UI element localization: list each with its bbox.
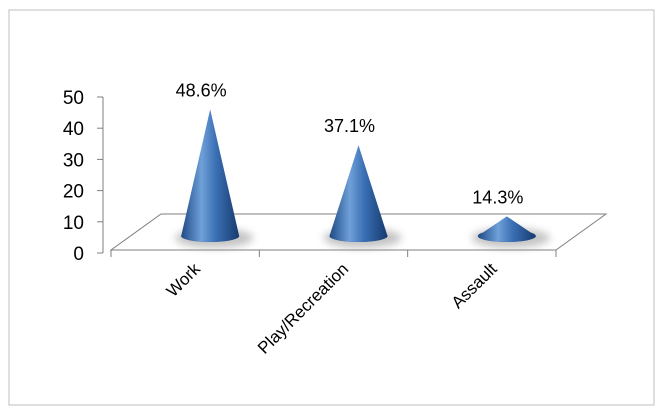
cone-body	[477, 216, 536, 242]
data-label: 48.6%	[176, 80, 227, 100]
cone-series	[175, 109, 550, 248]
cone-3	[471, 216, 550, 248]
data-label: 37.1%	[324, 116, 375, 136]
cone-1	[175, 109, 254, 248]
y-tick-label: 20	[63, 182, 84, 203]
x-axis-ticks	[110, 250, 557, 257]
data-label: 14.3%	[472, 187, 523, 207]
y-tick-label: 0	[73, 244, 84, 265]
y-axis-ticks: 0 10 20 30 40 50	[63, 88, 103, 265]
y-tick-label: 30	[63, 150, 84, 171]
y-tick-label: 40	[63, 119, 84, 140]
cone-body	[181, 109, 240, 243]
data-labels: 48.6% 37.1% 14.3%	[176, 80, 524, 207]
y-tick-label: 50	[63, 88, 84, 109]
cone-body	[329, 145, 388, 243]
chart-border	[8, 9, 655, 406]
y-tick-label: 10	[63, 213, 84, 234]
cone-2	[323, 145, 402, 248]
